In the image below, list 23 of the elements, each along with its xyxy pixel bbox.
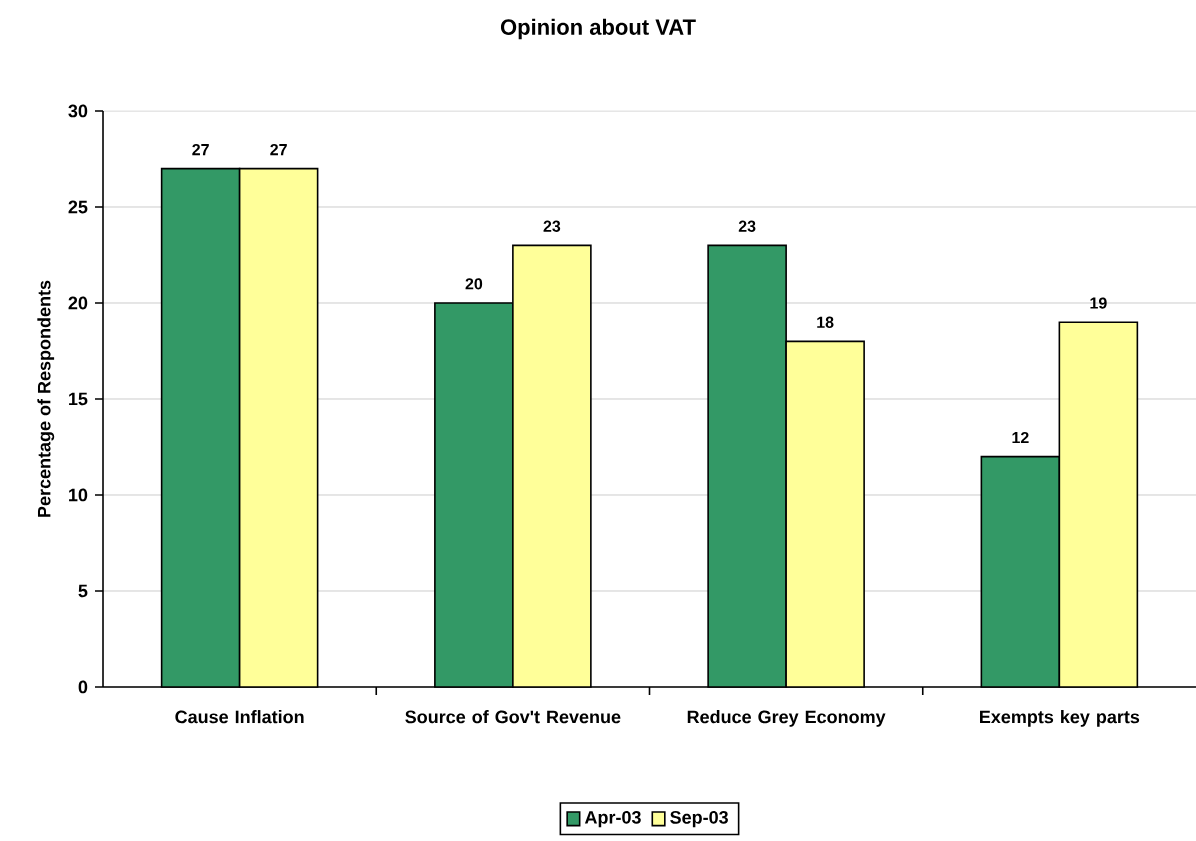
x-tick-label: Source of Gov't Revenue: [405, 710, 621, 724]
data-label: 27: [192, 143, 209, 156]
y-tick-label: 20: [68, 296, 88, 310]
data-label: 18: [817, 316, 834, 328]
y-tick-label: 10: [69, 488, 88, 502]
data-label: 12: [1012, 431, 1029, 444]
y-tick-label: 30: [68, 104, 88, 118]
y-tick-label: 25: [68, 200, 88, 214]
x-tick-label: Cause Inflation: [175, 710, 304, 724]
data-label: 23: [738, 220, 756, 232]
chart-title: Opinion about VAT: [500, 18, 696, 40]
legend-label: Sep-03: [670, 810, 728, 828]
x-tick-label: Exempts key parts: [980, 710, 1140, 727]
y-axis-title: Percentage of Respondents: [37, 280, 55, 517]
x-tick-label: Reduce Grey Economy: [687, 710, 886, 727]
data-label: 23: [543, 220, 561, 232]
data-label: 20: [465, 278, 483, 290]
y-tick-label: 5: [78, 584, 88, 598]
legend-label: Apr-03: [584, 810, 641, 828]
y-tick-label: 0: [78, 680, 88, 694]
data-label: 27: [270, 143, 287, 156]
data-label: 19: [1090, 297, 1107, 309]
y-tick-label: 15: [69, 392, 88, 406]
